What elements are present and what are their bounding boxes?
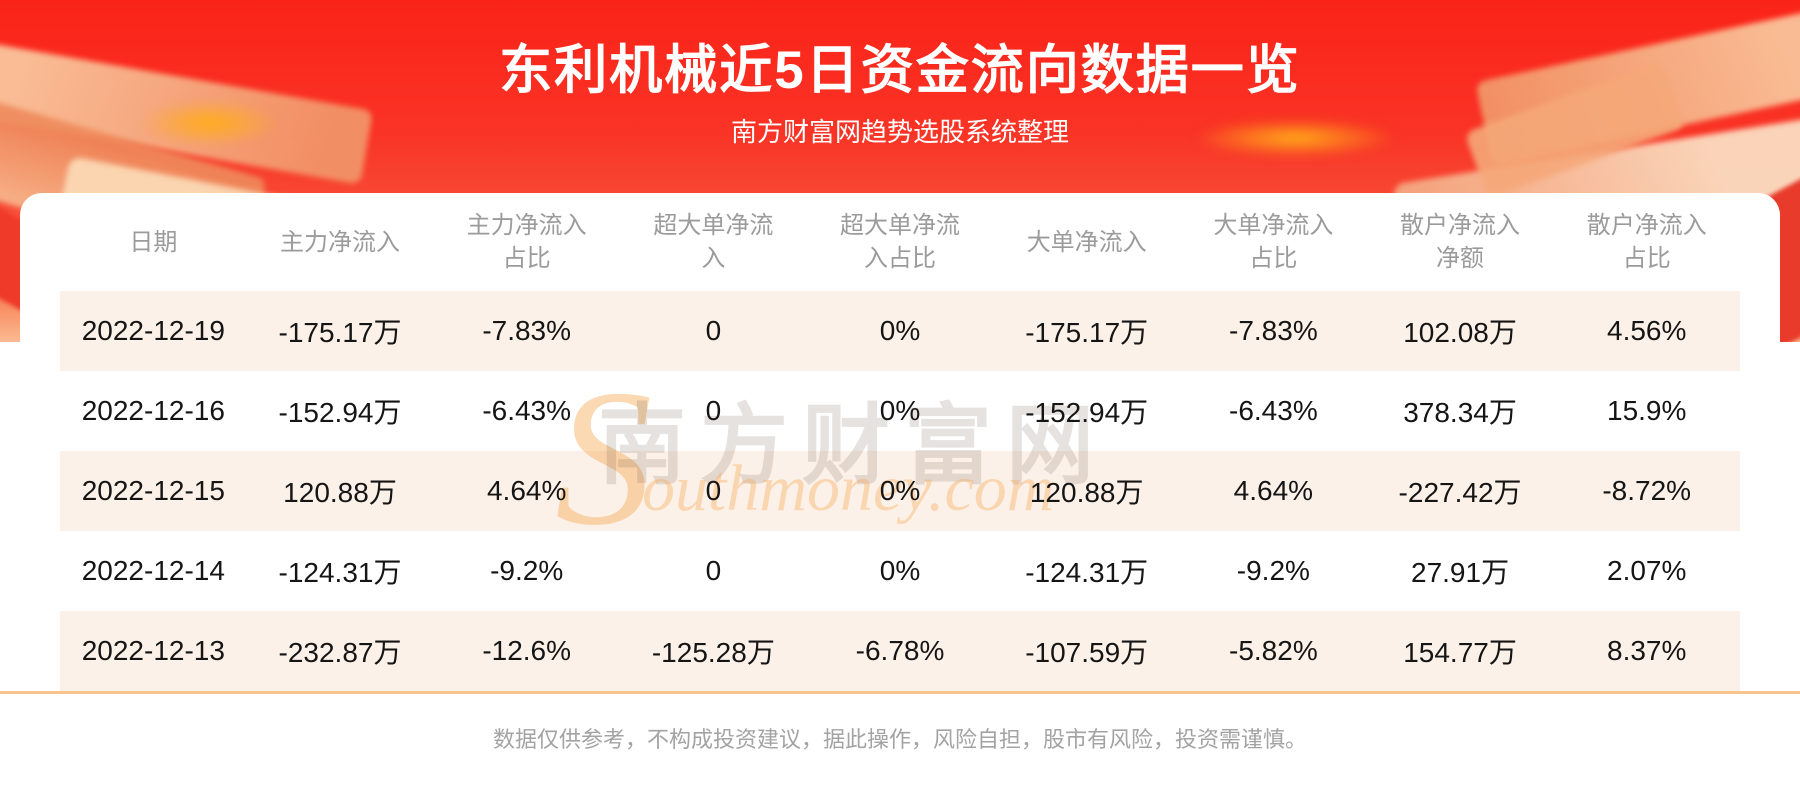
decor-gold-glow-right xyxy=(1160,112,1430,164)
table-row: 2022-12-15 120.88万 4.64% 0 0% 120.88万 4.… xyxy=(60,451,1740,531)
cell-xl-order-net-inflow: 0 xyxy=(705,395,722,426)
cell-xl-order-net-inflow: 0 xyxy=(705,555,722,586)
column-header-large-order-net-inflow: 大单净流入 xyxy=(1026,228,1147,256)
cell-retail-net-inflow-pct: 15.9% xyxy=(1607,395,1687,426)
cell-retail-net-inflow-pct: 4.56% xyxy=(1607,315,1687,346)
cell-date: 2022-12-16 xyxy=(81,395,225,426)
cell-xl-order-net-inflow-pct: 0% xyxy=(879,475,921,506)
cell-main-net-inflow: -175.17万 xyxy=(278,317,402,348)
table-row: 2022-12-13 -232.87万 -12.6% -125.28万 -6.7… xyxy=(60,611,1740,691)
page-subtitle: 南方财富网趋势选股系统整理 xyxy=(730,117,1069,147)
column-header-retail-net-inflow: 散户净流入 净额 xyxy=(1400,212,1521,272)
cell-large-order-net-inflow: 120.88万 xyxy=(1029,477,1144,508)
cell-date: 2022-12-13 xyxy=(81,635,225,666)
page-title: 东利机械近5日资金流向数据一览 xyxy=(499,41,1301,100)
cell-xl-order-net-inflow-pct: 0% xyxy=(879,555,921,586)
cell-large-order-net-inflow: -124.31万 xyxy=(1025,557,1149,588)
table-row: 2022-12-19 -175.17万 -7.83% 0 0% -175.17万… xyxy=(60,291,1740,371)
cell-main-net-inflow: -232.87万 xyxy=(278,637,402,668)
cell-date: 2022-12-15 xyxy=(81,475,225,506)
cell-main-net-inflow: 120.88万 xyxy=(283,477,397,508)
cell-large-order-net-inflow: -107.59万 xyxy=(1025,637,1149,668)
column-header-retail-net-inflow-pct: 散户净流入 占比 xyxy=(1586,212,1707,272)
cell-main-net-inflow-pct: -12.6% xyxy=(482,635,572,666)
cell-retail-net-inflow: 378.34万 xyxy=(1403,397,1517,428)
cell-main-net-inflow-pct: -9.2% xyxy=(490,555,564,586)
column-header-large-order-net-inflow-pct: 大单净流入 占比 xyxy=(1213,212,1334,272)
cell-xl-order-net-inflow: -125.28万 xyxy=(651,637,775,668)
decor-gold-glow-left xyxy=(115,92,305,154)
column-header-xl-order-net-inflow-pct: 超大单净流 入占比 xyxy=(840,212,961,272)
cell-main-net-inflow: -124.31万 xyxy=(278,557,402,588)
table-row: 2022-12-14 -124.31万 -9.2% 0 0% -124.31万 … xyxy=(60,531,1740,611)
cell-large-order-net-inflow-pct: -9.2% xyxy=(1236,555,1310,586)
cell-xl-order-net-inflow: 0 xyxy=(705,315,722,346)
table-header-row: 日期 主力净流入 主力净流入 占比 超大单净流 入 超大单净流 入占比 大单净流… xyxy=(60,193,1740,291)
cell-retail-net-inflow-pct: -8.72% xyxy=(1602,475,1692,506)
cell-large-order-net-inflow-pct: -6.43% xyxy=(1229,395,1318,426)
fund-flow-table-card: 日期 主力净流入 主力净流入 占比 超大单净流 入 超大单净流 入占比 大单净流… xyxy=(20,193,1780,691)
cell-retail-net-inflow-pct: 2.07% xyxy=(1607,555,1687,586)
column-header-main-net-inflow: 主力净流入 xyxy=(280,228,400,256)
cell-main-net-inflow-pct: -7.83% xyxy=(482,315,572,346)
cell-xl-order-net-inflow-pct: 0% xyxy=(879,395,921,426)
cell-main-net-inflow-pct: -6.43% xyxy=(482,395,572,426)
cell-retail-net-inflow: 27.91万 xyxy=(1411,557,1510,588)
column-header-main-net-inflow-pct: 主力净流入 占比 xyxy=(466,212,587,272)
cell-large-order-net-inflow: -152.94万 xyxy=(1025,397,1149,428)
cell-large-order-net-inflow-pct: -7.83% xyxy=(1229,315,1318,346)
cell-xl-order-net-inflow-pct: -6.78% xyxy=(855,635,945,666)
cell-date: 2022-12-19 xyxy=(81,315,225,346)
cell-large-order-net-inflow-pct: 4.64% xyxy=(1233,475,1314,506)
cell-retail-net-inflow: -227.42万 xyxy=(1398,477,1522,508)
cell-xl-order-net-inflow-pct: 0% xyxy=(879,315,921,346)
footer-disclaimer: 数据仅供参考，不构成投资建议，据此操作，风险自担，股市有风险，投资需谨慎。 xyxy=(492,727,1307,752)
cell-main-net-inflow-pct: 4.64% xyxy=(486,475,567,506)
cell-retail-net-inflow: 154.77万 xyxy=(1403,637,1517,668)
cell-date: 2022-12-14 xyxy=(81,555,225,586)
cell-large-order-net-inflow: -175.17万 xyxy=(1025,317,1149,348)
table-row: 2022-12-16 -152.94万 -6.43% 0 0% -152.94万… xyxy=(60,371,1740,451)
column-header-xl-order-net-inflow: 超大单净流 入 xyxy=(653,212,774,272)
cell-xl-order-net-inflow: 0 xyxy=(705,475,722,506)
cell-retail-net-inflow-pct: 8.37% xyxy=(1607,635,1687,666)
column-header-date: 日期 xyxy=(129,228,178,256)
bottom-divider xyxy=(0,691,1800,694)
cell-large-order-net-inflow-pct: -5.82% xyxy=(1229,635,1318,666)
cell-retail-net-inflow: 102.08万 xyxy=(1403,317,1517,348)
cell-main-net-inflow: -152.94万 xyxy=(278,397,402,428)
